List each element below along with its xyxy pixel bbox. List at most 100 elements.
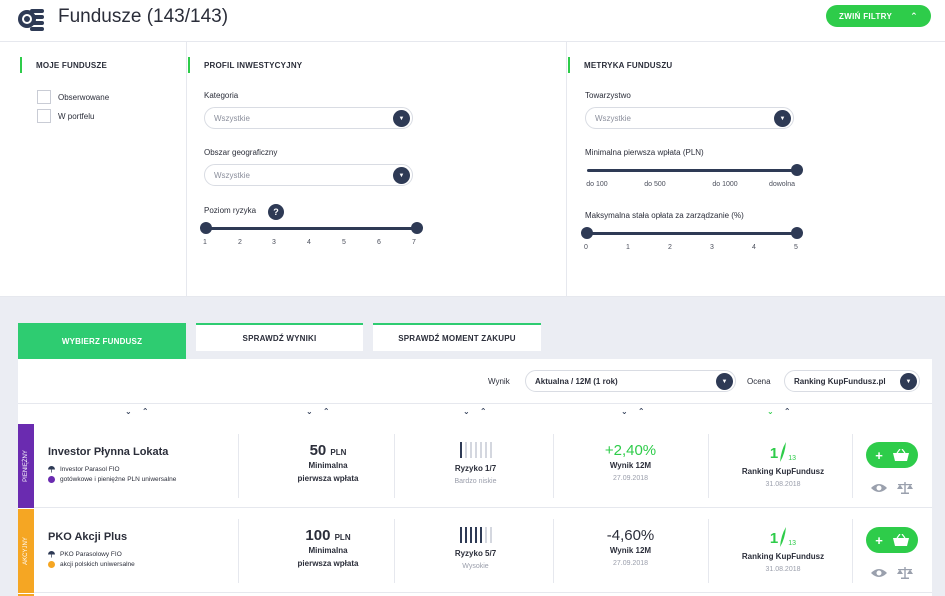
risk-slider-max-handle[interactable] bbox=[411, 222, 423, 234]
result-sort-value: Aktualna / 12M (1 rok) bbox=[535, 376, 618, 386]
rank-date: 31.08.2018 bbox=[765, 566, 801, 573]
risk-description: Bardzo niskie bbox=[454, 478, 497, 485]
chevron-up-icon: ⌃ bbox=[910, 10, 918, 21]
min-payment-label: Minimalna pierwsza wpłata (PLN) bbox=[585, 148, 704, 157]
min-payment-label-2: pierwsza wpłata bbox=[297, 559, 359, 568]
result-label: Wynik 12M bbox=[609, 461, 652, 470]
my-funds-title: MOJE FUNDUSZE bbox=[20, 57, 107, 73]
category-value: Wszystkie bbox=[214, 113, 250, 123]
sort-arrows-rank[interactable]: ⌄ ⌃ bbox=[767, 407, 795, 416]
fund-name[interactable]: Investor Płynna Lokata bbox=[48, 446, 169, 458]
company-label: Towarzystwo bbox=[585, 91, 631, 100]
company-value: Wszystkie bbox=[595, 113, 631, 123]
fund-row[interactable]: AKCYJNY PKO Akcji Plus PKO Parasolowy FI… bbox=[18, 509, 932, 593]
rating-sort-select[interactable]: Ranking KupFundusz.pl ▼ bbox=[784, 370, 920, 392]
fee-tick: 0 bbox=[584, 244, 588, 251]
fund-row[interactable]: PIENIĘŻNY Investor Płynna Lokata Investo… bbox=[18, 424, 932, 508]
sort-desc-active-icon: ⌄ bbox=[767, 407, 778, 416]
tab-check-results[interactable]: SPRAWDŹ WYNIKI bbox=[196, 323, 363, 351]
sort-arrows-result[interactable]: ⌄ ⌃ bbox=[621, 407, 649, 416]
page-title: Fundusze (143/143) bbox=[58, 6, 229, 27]
category-strip bbox=[18, 594, 34, 596]
fee-slider-max-handle[interactable] bbox=[791, 227, 803, 239]
min-payment-slider-handle[interactable] bbox=[791, 164, 803, 176]
chevron-down-icon: ▼ bbox=[774, 110, 791, 127]
compare-scale-icon[interactable] bbox=[897, 567, 913, 579]
sort-arrows-name[interactable]: ⌄ ⌃ bbox=[125, 407, 153, 416]
rank-label: Ranking KupFundusz bbox=[741, 552, 825, 561]
risk-cell: Ryzyko 1/7 Bardzo niskie bbox=[398, 442, 553, 485]
rank-cell: 1 13 Ranking KupFundusz 31.08.2018 bbox=[713, 442, 853, 488]
checkbox-in-portfolio[interactable]: W portfelu bbox=[37, 109, 94, 123]
sort-arrows-risk[interactable]: ⌄ ⌃ bbox=[463, 407, 491, 416]
fund-type: akcji polskich uniwersalne bbox=[48, 561, 135, 568]
category-label: Kategoria bbox=[204, 91, 239, 100]
fund-name[interactable]: PKO Akcji Plus bbox=[48, 531, 128, 543]
buy-button[interactable]: + bbox=[866, 442, 918, 468]
result-cell: -4,60% Wynik 12M 27.09.2018 bbox=[558, 527, 703, 567]
page-header: Fundusze (143/143) ZWIŃ FILTRY ⌃ bbox=[0, 0, 945, 42]
tab-check-buy-moment[interactable]: SPRAWDŹ MOMENT ZAKUPU bbox=[373, 323, 541, 351]
category-strip: AKCYJNY bbox=[18, 509, 34, 593]
checkbox-label: Obserwowane bbox=[58, 92, 110, 102]
result-value: -4,60% bbox=[606, 527, 655, 544]
checkbox-box[interactable] bbox=[37, 90, 51, 104]
fund-manager: Investor Parasol FIO bbox=[48, 466, 120, 473]
divider bbox=[238, 519, 239, 583]
collapse-filters-button[interactable]: ZWIŃ FILTRY ⌃ bbox=[826, 5, 931, 27]
min-payment-amount: 50 bbox=[309, 442, 327, 459]
checkbox-box[interactable] bbox=[37, 109, 51, 123]
watch-eye-icon[interactable] bbox=[871, 567, 887, 579]
min-payment-amount: 100 bbox=[305, 527, 331, 544]
risk-tick: 7 bbox=[412, 239, 416, 246]
fee-slider-min-handle[interactable] bbox=[581, 227, 593, 239]
help-icon[interactable]: ? bbox=[268, 204, 284, 220]
compare-scale-icon[interactable] bbox=[897, 482, 913, 494]
risk-slider-min-handle[interactable] bbox=[200, 222, 212, 234]
divider bbox=[708, 519, 709, 583]
risk-level: Ryzyko 1/7 bbox=[454, 464, 497, 473]
category-select[interactable]: Wszystkie ▼ bbox=[204, 107, 413, 129]
fee-slider-track[interactable] bbox=[587, 232, 797, 235]
risk-bars-icon bbox=[398, 442, 553, 458]
filters-panel: MOJE FUNDUSZE Obserwowane W portfelu PRO… bbox=[0, 42, 945, 297]
fee-tick: 1 bbox=[626, 244, 630, 251]
result-date: 27.09.2018 bbox=[612, 475, 649, 482]
min-payment-slider-track[interactable] bbox=[587, 169, 797, 172]
category-label: AKCYJNY bbox=[23, 537, 29, 565]
min-payment-cell: 50 PLN Minimalna pierwsza wpłata bbox=[253, 442, 403, 485]
basket-icon bbox=[892, 449, 909, 461]
risk-bars-icon bbox=[398, 527, 553, 543]
result-sort-select[interactable]: Aktualna / 12M (1 rok) ▼ bbox=[525, 370, 736, 392]
divider bbox=[553, 434, 554, 498]
rank-label: Ranking KupFundusz bbox=[741, 467, 825, 476]
risk-tick: 1 bbox=[203, 239, 207, 246]
result-value: +2,40% bbox=[604, 442, 657, 459]
sort-arrows-min-payment[interactable]: ⌄ ⌃ bbox=[306, 407, 334, 416]
rank-date: 31.08.2018 bbox=[765, 481, 801, 488]
watch-eye-icon[interactable] bbox=[871, 482, 887, 494]
region-label: Obszar geograficzny bbox=[204, 148, 278, 157]
risk-slider-track[interactable] bbox=[205, 227, 417, 230]
rating-sort-value: Ranking KupFundusz.pl bbox=[794, 376, 886, 386]
chevron-down-icon: ▼ bbox=[393, 110, 410, 127]
basket-icon bbox=[892, 534, 909, 546]
tab-choose-fund[interactable]: WYBIERZ FUNDUSZ bbox=[18, 323, 186, 359]
checkbox-observed[interactable]: Obserwowane bbox=[37, 90, 109, 104]
region-select[interactable]: Wszystkie ▼ bbox=[204, 164, 413, 186]
category-label: PIENIĘŻNY bbox=[23, 450, 29, 482]
result-date: 27.09.2018 bbox=[612, 560, 649, 567]
umbrella-icon bbox=[48, 551, 55, 558]
fund-manager-name: PKO Parasolowy FIO bbox=[60, 551, 122, 558]
category-strip: PIENIĘŻNY bbox=[18, 424, 34, 508]
company-select[interactable]: Wszystkie ▼ bbox=[585, 107, 794, 129]
divider bbox=[852, 519, 853, 583]
buy-button[interactable]: + bbox=[866, 527, 918, 553]
result-label: Wynik 12M bbox=[609, 546, 652, 555]
fee-tick: 4 bbox=[752, 244, 756, 251]
fee-label: Maksymalna stała opłata za zarządzanie (… bbox=[585, 211, 744, 220]
divider bbox=[566, 42, 567, 297]
plus-icon: + bbox=[875, 447, 883, 463]
fund-manager: PKO Parasolowy FIO bbox=[48, 551, 122, 558]
coins-logo-icon bbox=[18, 9, 44, 31]
